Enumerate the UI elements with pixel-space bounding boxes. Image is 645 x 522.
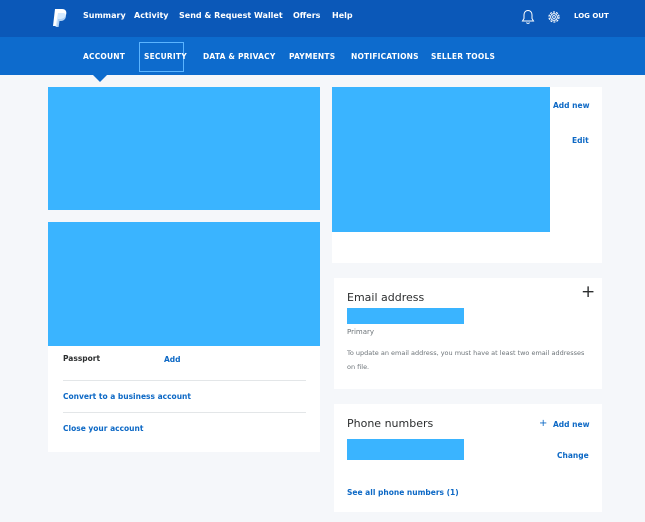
edit-link[interactable]: Edit [572, 136, 589, 145]
phone-title: Phone numbers [347, 417, 434, 430]
tab-seller-tools[interactable]: SELLER TOOLS [431, 52, 496, 61]
add-new-link[interactable]: Add new [553, 101, 590, 110]
redacted-account-block [48, 222, 320, 346]
nav-send-request[interactable]: Send & Request [179, 11, 252, 20]
change-phone-link[interactable]: Change [557, 451, 589, 460]
tab-payments[interactable]: PAYMENTS [289, 52, 336, 61]
tab-pointer [93, 75, 107, 82]
nav-wallet[interactable]: Wallet [254, 11, 283, 20]
account-settings-tabs [0, 37, 645, 75]
convert-business-link[interactable]: Convert to a business account [63, 392, 191, 401]
nav-activity[interactable]: Activity [134, 11, 169, 20]
divider [63, 412, 306, 413]
gear-icon[interactable] [546, 9, 562, 25]
add-phone-icon[interactable]: + [539, 418, 548, 429]
see-all-phones-link[interactable]: See all phone numbers (1) [347, 488, 459, 497]
top-navigation-bar [0, 0, 645, 37]
nav-summary[interactable]: Summary [83, 11, 126, 20]
redacted-phone [347, 439, 464, 460]
add-email-icon[interactable]: + [581, 282, 596, 302]
passport-label: Passport [63, 354, 101, 363]
redacted-security-block [332, 87, 550, 232]
close-account-link[interactable]: Close your account [63, 424, 144, 433]
bell-icon[interactable] [521, 9, 535, 25]
passport-add-link[interactable]: Add [164, 355, 181, 364]
email-note: To update an email address, you must hav… [347, 349, 585, 371]
redacted-email [347, 308, 464, 324]
add-phone-link[interactable]: Add new [553, 420, 590, 429]
paypal-logo[interactable] [52, 8, 68, 28]
nav-offers[interactable]: Offers [293, 11, 321, 20]
tab-account[interactable]: ACCOUNT [83, 52, 126, 61]
redacted-profile-block [48, 87, 320, 210]
active-tab-highlight [139, 42, 184, 72]
tab-notifications[interactable]: NOTIFICATIONS [351, 52, 419, 61]
email-card [334, 278, 602, 389]
primary-label: Primary [347, 328, 375, 336]
email-title: Email address [347, 291, 425, 304]
divider [63, 380, 306, 381]
tab-data-privacy[interactable]: DATA & PRIVACY [203, 52, 276, 61]
nav-help[interactable]: Help [332, 11, 353, 20]
logout-button[interactable]: LOG OUT [574, 12, 609, 20]
tab-security[interactable]: SECURITY [144, 52, 187, 61]
